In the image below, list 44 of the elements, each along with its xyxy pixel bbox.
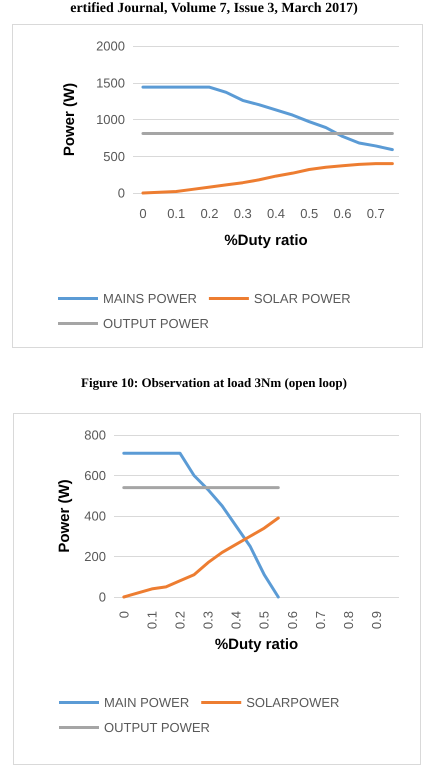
x-axis-title: %Duty ratio [214, 636, 298, 653]
x-axis-title: %Duty ratio [224, 232, 308, 249]
legend-label: OUTPUT POWER [104, 720, 210, 735]
x-tick-label: 0.9 [369, 611, 384, 630]
legend-label: SOLARPOWER [246, 695, 340, 710]
y-axis-title: Power (W) [56, 479, 73, 553]
x-tick-label: 0.4 [266, 206, 286, 221]
x-tick-label: 0.3 [234, 206, 252, 221]
legend-label: MAINS POWER [103, 291, 197, 306]
line-series [141, 86, 394, 152]
x-tick-label: 0.2 [172, 611, 188, 630]
x-tick-label: 0.4 [228, 611, 244, 630]
y-tick-label: 500 [103, 148, 125, 164]
x-tick-label: 0.5 [300, 206, 318, 221]
x-tick-label: 0.7 [312, 611, 328, 630]
y-tick-label: 200 [84, 549, 106, 564]
y-tick-label: 800 [84, 428, 106, 442]
caption: Figure 10: Observation at load 3Nm (open loop) [80, 375, 348, 391]
legend-label: SOLAR POWER [254, 291, 351, 306]
x-tick-label: 0 [139, 206, 147, 221]
y-axis-title: Power (W) [61, 82, 78, 156]
x-tick-label: 0.6 [333, 206, 352, 221]
x-tick-label: 0.6 [284, 611, 300, 630]
x-tick-label: 0 [116, 611, 132, 618]
y-tick-label: 0 [118, 186, 125, 200]
legend-label: MAIN POWER [104, 695, 190, 710]
y-tick-label: 400 [84, 508, 106, 524]
legend-label: OUTPUT POWER [103, 316, 209, 331]
x-tick-label: 0.7 [366, 206, 385, 221]
x-tick-label: 0.3 [200, 611, 216, 630]
x-tick-label: 0.5 [256, 611, 272, 630]
y-tick-label: 1000 [96, 112, 125, 127]
line-series [122, 452, 280, 598]
x-tick-label: 0.2 [200, 206, 219, 221]
line-series [141, 162, 394, 194]
y-tick-label: 600 [84, 468, 106, 483]
x-tick-label: 0.1 [167, 206, 186, 221]
y-tick-label: 2000 [96, 38, 125, 54]
x-tick-label: 0.8 [340, 611, 356, 630]
text: ertified Journal, Volume 7, Issue 3, March 2017) [69, 1, 359, 17]
x-tick-label: 0.1 [144, 611, 160, 630]
y-tick-label: 1500 [96, 75, 125, 90]
line-series [122, 516, 280, 598]
y-tick-label: 0 [98, 590, 106, 604]
